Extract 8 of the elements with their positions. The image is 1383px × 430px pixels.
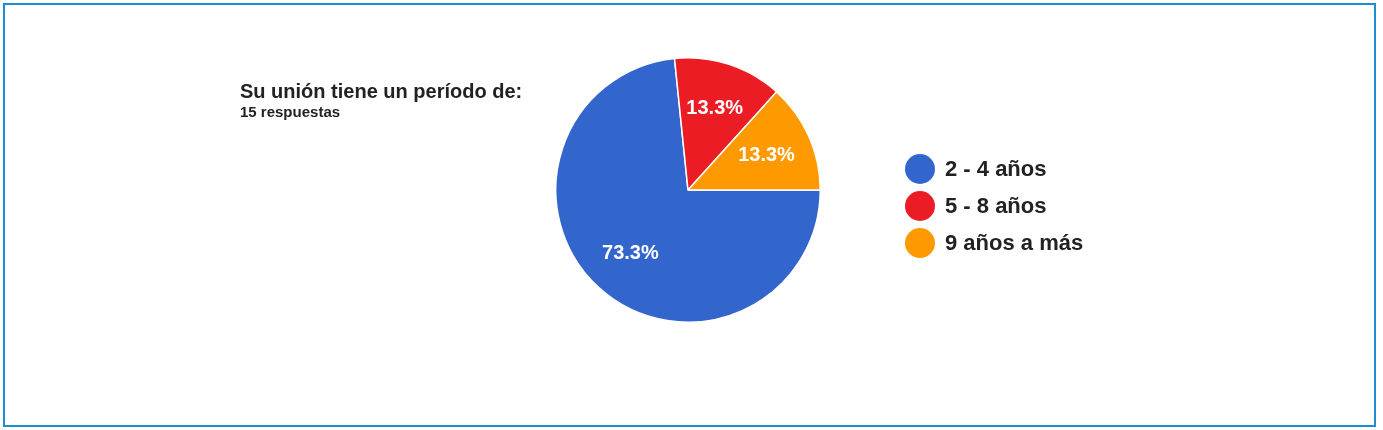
text: Su unión tiene un período de:: [240, 80, 523, 103]
legend-label: 9 años a más: [945, 229, 1084, 256]
data-label: 13.3%: [686, 95, 744, 118]
legend-label: 2 - 4 años: [945, 155, 1047, 182]
data-label: 73.3%: [602, 241, 659, 264]
legend-label: 5 - 8 años: [945, 192, 1047, 219]
text: 15 respuestas: [240, 103, 342, 120]
data-label: 13.3%: [738, 142, 796, 165]
